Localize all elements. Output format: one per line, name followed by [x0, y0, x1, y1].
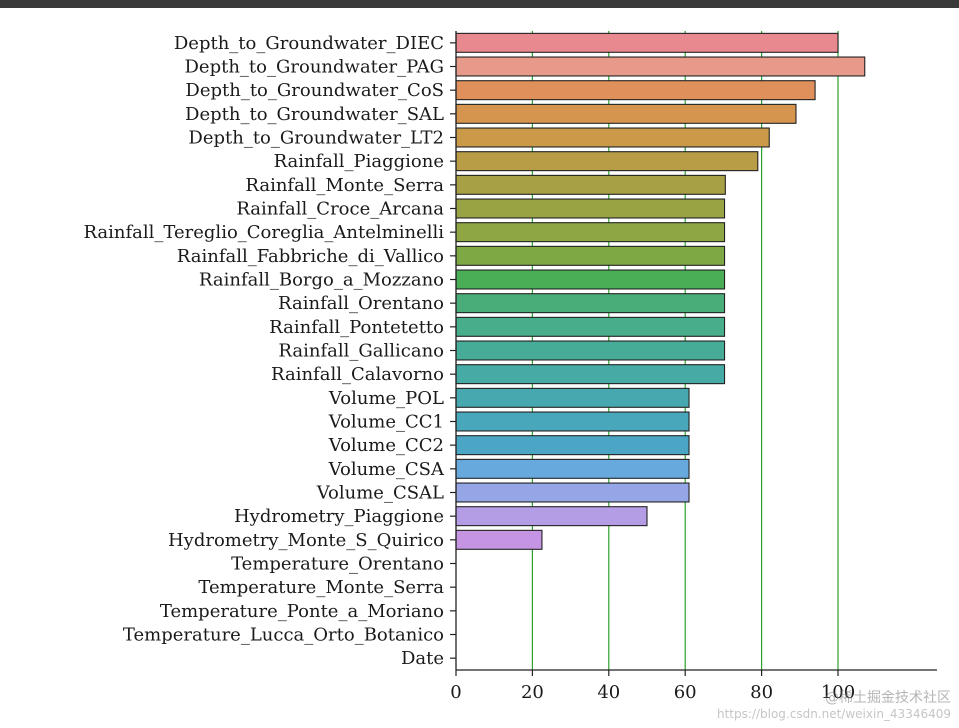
- bar-Rainfall_Tereglio_Coreglia_Antelminelli: [455, 222, 726, 243]
- window-top-bar: [0, 0, 959, 8]
- y-tick-label: Rainfall_Calavorno: [271, 364, 444, 385]
- bar-Depth_to_Groundwater_PAG: [455, 56, 866, 77]
- bar-Hydrometry_Piaggione: [455, 506, 648, 527]
- y-tick-label: Rainfall_Croce_Arcana: [236, 199, 444, 220]
- x-tick-label: 40: [597, 682, 620, 703]
- y-tick-label: Temperature_Ponte_a_Moriano: [160, 601, 444, 622]
- y-tick-label: Rainfall_Borgo_a_Mozzano: [199, 270, 444, 291]
- bars: [455, 32, 866, 550]
- x-tick-labels: 0 20 40 60 80 100: [450, 670, 855, 703]
- bar-Rainfall_Monte_Serra: [455, 174, 726, 195]
- y-tick-label: Volume_CC2: [328, 435, 444, 456]
- bar-Rainfall_Borgo_a_Mozzano: [455, 269, 726, 290]
- x-tick-label: 60: [674, 682, 697, 703]
- y-tick-label: Depth_to_Groundwater_SAL: [185, 104, 444, 125]
- y-tick-label: Rainfall_Pontetetto: [269, 317, 444, 338]
- y-tick-label: Depth_to_Groundwater_PAG: [185, 57, 445, 78]
- bar-Rainfall_Gallicano: [455, 340, 726, 361]
- x-tick-label: 100: [821, 682, 855, 703]
- y-tick-label: Date: [401, 648, 444, 669]
- bar-Volume_POL: [455, 387, 690, 408]
- x-tick-label: 0: [450, 682, 461, 703]
- bar-Rainfall_Pontetetto: [455, 316, 726, 337]
- y-tick-label: Rainfall_Monte_Serra: [245, 175, 444, 196]
- y-tick-label: Rainfall_Gallicano: [278, 341, 444, 362]
- watermark-line2: https://blog.csdn.net/weixin_43346409: [716, 707, 951, 721]
- y-tick-label: Temperature_Lucca_Orto_Botanico: [123, 625, 444, 646]
- bar-Depth_to_Groundwater_CoS: [455, 80, 816, 101]
- watermark: @稀土掘金技术社区 https://blog.csdn.net/weixin_4…: [717, 690, 951, 722]
- x-tick-label: 80: [750, 682, 773, 703]
- y-tick-label: Rainfall_Orentano: [278, 293, 444, 314]
- bar-Volume_CSAL: [455, 482, 690, 503]
- y-tick-label: Hydrometry_Piaggione: [234, 506, 444, 527]
- bar-Rainfall_Calavorno: [455, 364, 726, 385]
- bar-Volume_CC2: [455, 435, 690, 456]
- bar-Hydrometry_Monte_S_Quirico: [455, 529, 543, 550]
- bar-Depth_to_Groundwater_LT2: [455, 127, 770, 148]
- y-tick-label: Hydrometry_Monte_S_Quirico: [168, 530, 444, 551]
- y-tick-labels: Depth_to_Groundwater_DIEC Depth_to_Ground…: [83, 33, 456, 669]
- bar-Rainfall_Croce_Arcana: [455, 198, 726, 219]
- y-tick-label: Volume_CC1: [328, 412, 444, 433]
- watermark-line1: @稀土掘金技术社区: [825, 690, 951, 706]
- y-tick-label: Rainfall_Fabbriche_di_Vallico: [177, 246, 444, 267]
- y-tick-label: Volume_POL: [328, 388, 444, 409]
- bar-Depth_to_Groundwater_SAL: [455, 103, 797, 124]
- x-tick-label: 20: [521, 682, 544, 703]
- y-tick-label: Depth_to_Groundwater_CoS: [185, 80, 444, 101]
- y-tick-label: Depth_to_Groundwater_LT2: [188, 128, 444, 149]
- y-tick-label: Rainfall_Tereglio_Coreglia_Antelminelli: [83, 222, 444, 243]
- y-tick-label: Temperature_Monte_Serra: [198, 577, 444, 598]
- y-tick-label: Temperature_Orentano: [231, 554, 444, 575]
- bar-Rainfall_Piaggione: [455, 151, 759, 172]
- bar-Volume_CSA: [455, 458, 690, 479]
- y-tick-label: Volume_CSAL: [316, 483, 444, 504]
- bar-Depth_to_Groundwater_DIEC: [455, 32, 839, 53]
- bar-Rainfall_Orentano: [455, 293, 726, 314]
- y-tick-label: Depth_to_Groundwater_DIEC: [174, 33, 444, 54]
- y-tick-label: Volume_CSA: [328, 459, 445, 480]
- bar-Rainfall_Fabbriche_di_Vallico: [455, 245, 726, 266]
- bar-Volume_CC1: [455, 411, 690, 432]
- y-tick-label: Rainfall_Piaggione: [274, 151, 444, 172]
